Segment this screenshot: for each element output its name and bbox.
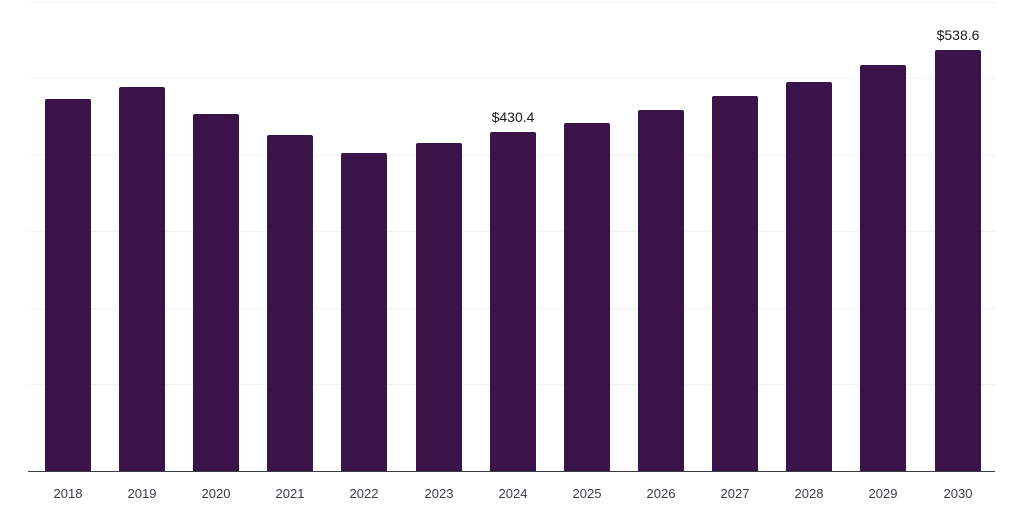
- bar-2022[interactable]: [341, 153, 387, 471]
- x-tick-label-2025: 2025: [572, 486, 602, 501]
- bar-group-2022[interactable]: [341, 0, 387, 471]
- x-tick-label-2030: 2030: [943, 486, 973, 501]
- x-tick-label-2022: 2022: [349, 486, 379, 501]
- bar-group-2020[interactable]: [193, 0, 239, 471]
- bar-group-2019[interactable]: [119, 0, 165, 471]
- bar-group-2026[interactable]: [638, 0, 684, 471]
- bar-2018[interactable]: [45, 99, 91, 471]
- x-axis-line: [28, 470, 995, 472]
- bar-2025[interactable]: [564, 123, 610, 471]
- bar-2026[interactable]: [638, 110, 684, 471]
- bar-value-label-2030: $538.6: [936, 27, 980, 43]
- bar-group-2023[interactable]: [416, 0, 462, 471]
- bar-group-2025[interactable]: [564, 0, 610, 471]
- x-tick-label-2027: 2027: [720, 486, 750, 501]
- bar-2028[interactable]: [786, 82, 832, 471]
- bar-group-2027[interactable]: [712, 0, 758, 471]
- bar-2029[interactable]: [860, 65, 906, 471]
- x-tick-label-2020: 2020: [201, 486, 231, 501]
- bar-group-2028[interactable]: [786, 0, 832, 471]
- bar-2023[interactable]: [416, 143, 462, 471]
- gridline: [30, 78, 995, 79]
- x-tick-label-2026: 2026: [646, 486, 676, 501]
- x-tick-label-2018: 2018: [53, 486, 83, 501]
- bar-2019[interactable]: [119, 87, 165, 471]
- x-tick-label-2029: 2029: [868, 486, 898, 501]
- bar-2021[interactable]: [267, 135, 313, 471]
- bar-2027[interactable]: [712, 96, 758, 471]
- gridline: [30, 2, 995, 3]
- x-tick-label-2024: 2024: [498, 486, 528, 501]
- bar-group-2030[interactable]: $538.6: [935, 0, 981, 471]
- bar-group-2018[interactable]: [45, 0, 91, 471]
- bar-2024[interactable]: [490, 132, 536, 471]
- bar-value-label-2024: $430.4: [491, 109, 535, 125]
- bars-layer: $430.4 $538.6: [45, 0, 981, 471]
- bar-group-2029[interactable]: [860, 0, 906, 471]
- bar-2030[interactable]: [935, 50, 981, 471]
- x-tick-label-2023: 2023: [424, 486, 454, 501]
- x-axis-labels: 2018 2019 2020 2021 2022 2023 2024 2025 2026 2027…: [0, 472, 1024, 512]
- bar-group-2021[interactable]: [267, 0, 313, 471]
- x-tick-label-2019: 2019: [127, 486, 157, 501]
- bar-2020[interactable]: [193, 114, 239, 471]
- x-tick-label-2028: 2028: [794, 486, 824, 501]
- x-tick-label-2021: 2021: [275, 486, 305, 501]
- bar-group-2024[interactable]: $430.4: [490, 0, 536, 471]
